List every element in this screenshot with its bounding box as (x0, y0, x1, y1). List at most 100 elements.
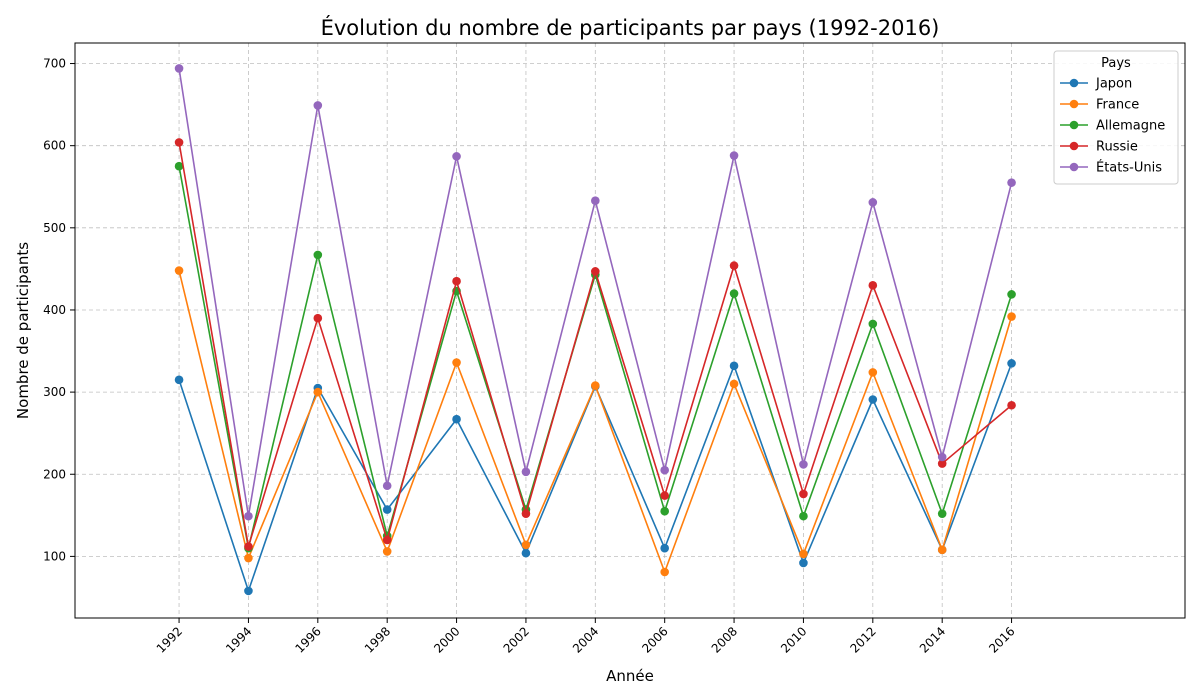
data-point (521, 548, 531, 558)
x-tick-label: 1994 (223, 624, 254, 655)
chart-title: Évolution du nombre de participants par … (321, 15, 940, 40)
data-point (868, 368, 878, 377)
data-point (452, 358, 461, 367)
y-tick-label: 400 (43, 303, 66, 317)
y-axis: 100 200 300 400 500 600 700 (43, 57, 75, 563)
data-point (799, 489, 808, 499)
data-point (660, 465, 669, 475)
x-tick-label: 1992 (154, 624, 185, 655)
legend-swatch-marker (1069, 120, 1079, 130)
data-point (313, 101, 323, 110)
data-point (799, 549, 808, 559)
data-point (1007, 312, 1016, 321)
y-tick-label: 700 (43, 57, 66, 71)
data-point (313, 387, 323, 397)
data-point (660, 543, 669, 553)
data-point (591, 381, 600, 390)
data-point (244, 511, 253, 521)
data-point (521, 540, 531, 550)
series-layer (174, 64, 1016, 596)
series-4 (174, 64, 1016, 521)
legend-swatch-marker (1069, 141, 1079, 151)
data-point (452, 414, 461, 424)
data-point (729, 261, 739, 270)
x-axis-title: Année (606, 667, 654, 685)
legend-label: Allemagne (1096, 119, 1165, 134)
data-point (174, 64, 184, 73)
data-point (591, 196, 600, 206)
data-point (1007, 359, 1016, 368)
data-point (729, 379, 739, 389)
legend-item: États-Unis (1060, 160, 1162, 176)
x-tick-label: 2004 (570, 624, 601, 655)
y-tick-label: 300 (43, 385, 66, 399)
series-3 (174, 138, 1016, 551)
data-point (937, 545, 947, 555)
data-point (244, 542, 253, 551)
data-point (591, 267, 600, 276)
x-tick-label: 2010 (778, 624, 809, 655)
data-point (521, 467, 531, 477)
data-point (729, 151, 739, 160)
legend-label: États-Unis (1096, 160, 1162, 176)
data-point (1007, 400, 1016, 410)
x-tick-label: 2006 (639, 624, 670, 655)
data-point (799, 558, 808, 568)
data-point (729, 361, 739, 371)
data-point (313, 313, 323, 323)
data-point (660, 491, 669, 500)
y-axis-title: Nombre de participants (14, 242, 32, 419)
data-point (799, 460, 808, 469)
legend-label: France (1096, 98, 1139, 113)
data-point (937, 459, 947, 468)
data-point (868, 319, 878, 329)
data-point (174, 266, 184, 275)
data-point (660, 567, 669, 577)
data-point (382, 547, 392, 556)
legend-title: Pays (1101, 56, 1131, 71)
data-point (313, 250, 323, 260)
series-line (178, 166, 1013, 549)
x-tick-label: 2016 (986, 624, 1017, 655)
data-point (937, 452, 947, 462)
x-tick-label: 1996 (292, 624, 323, 655)
data-point (1007, 178, 1016, 187)
data-point (937, 509, 947, 518)
x-tick-label: 2014 (917, 624, 948, 655)
y-tick-label: 500 (43, 221, 66, 235)
data-point (799, 511, 808, 521)
data-point (244, 553, 253, 563)
data-point (174, 375, 184, 385)
x-tick-label: 1998 (362, 624, 393, 655)
data-point (452, 152, 461, 161)
legend-box (1053, 50, 1179, 185)
data-point (174, 138, 184, 147)
data-point (244, 586, 253, 596)
y-tick-label: 100 (43, 549, 66, 563)
x-tick-label: 2008 (709, 624, 740, 655)
legend-label: Russie (1096, 140, 1138, 155)
legend-item: France (1060, 98, 1139, 113)
data-point (382, 481, 392, 491)
data-point (174, 161, 184, 171)
data-point (382, 535, 392, 545)
legend-item: Japon (1060, 77, 1132, 92)
data-point (868, 281, 878, 290)
data-point (452, 276, 461, 286)
legend: Pays Japon France Allemagne Russie États-Unis (1053, 50, 1179, 185)
y-tick-label: 600 (43, 139, 66, 153)
x-tick-label: 2000 (431, 624, 462, 655)
x-tick-label: 2012 (847, 624, 878, 655)
legend-item: Russie (1060, 140, 1138, 155)
data-point (729, 289, 739, 298)
legend-swatch-marker (1069, 78, 1079, 88)
data-point (660, 506, 669, 516)
x-axis: 1992 1994 1996 1998 2000 2002 2004 2006 2008 2010… (154, 618, 1018, 656)
plot-frame (74, 42, 1186, 619)
legend-swatch-marker (1069, 162, 1079, 172)
data-point (1007, 290, 1016, 299)
legend-swatch-marker (1069, 99, 1079, 109)
x-tick-label: 2002 (501, 624, 532, 655)
data-point (382, 505, 392, 514)
